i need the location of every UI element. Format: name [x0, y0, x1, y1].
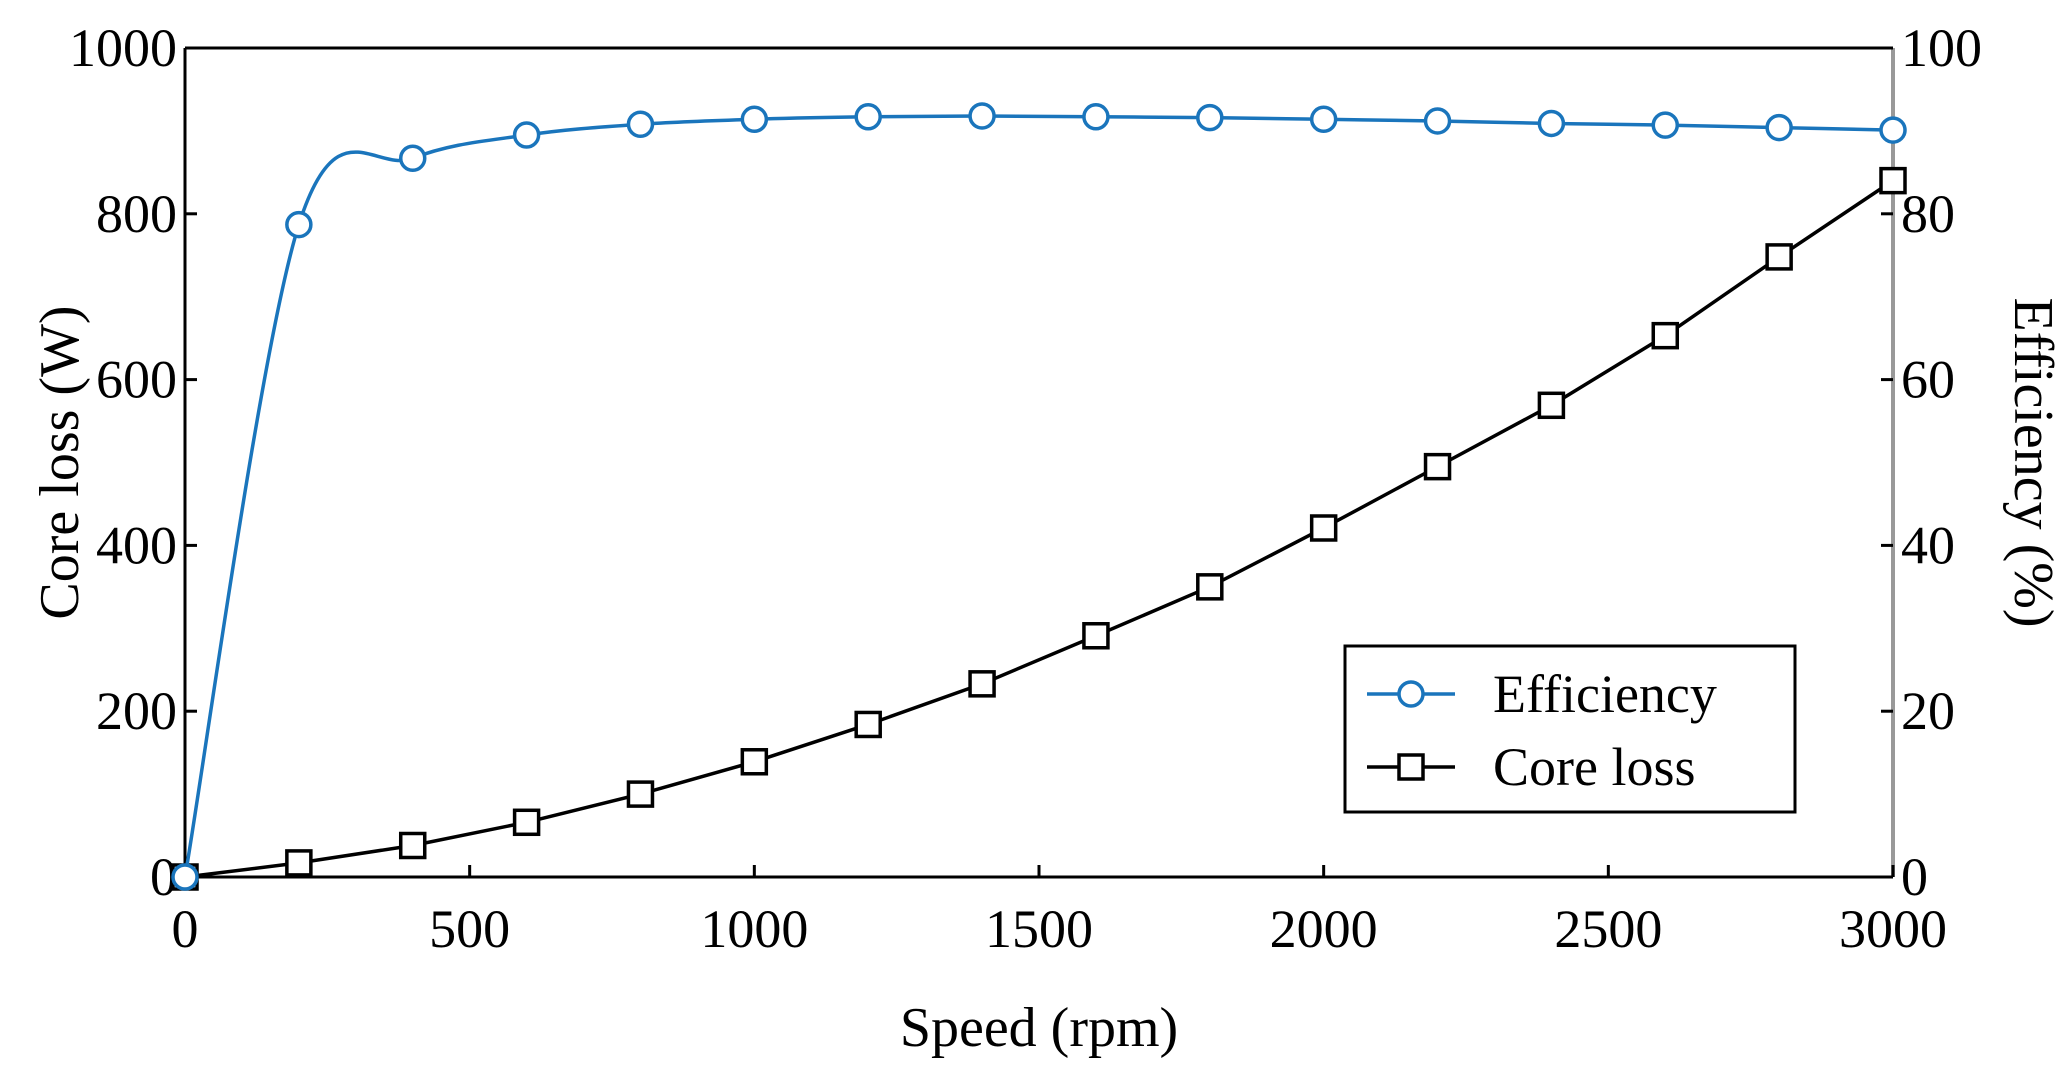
- efficiency-point: [740, 105, 769, 134]
- legend-marker-circle: [1397, 680, 1425, 708]
- efficiency-point: [1082, 103, 1110, 131]
- x-tick-label: 2500: [1554, 899, 1662, 959]
- efficiency-point: [1537, 109, 1566, 138]
- core-loss-point: [626, 780, 655, 808]
- y2-tick-label: 40: [1901, 515, 1955, 575]
- x-tick-label: 1000: [700, 899, 808, 959]
- efficiency-point: [968, 102, 996, 130]
- legend-item-core-loss: Core loss: [1367, 737, 1696, 797]
- y-tick-label: 1000: [69, 18, 177, 78]
- efficiency-point: [854, 103, 882, 131]
- axis-ticks: 0 500 1000 1500 2000 2500 30000200400600800100…: [69, 18, 1982, 959]
- legend-item-efficiency: Efficiency: [1367, 664, 1717, 724]
- y2-tick-label: 20: [1901, 681, 1955, 741]
- efficiency-point: [512, 121, 541, 149]
- y2-axis-title: Efficiency (%): [2002, 297, 2064, 627]
- efficiency-point: [171, 863, 199, 891]
- efficiency-point: [398, 144, 427, 173]
- core-loss-point: [1309, 514, 1338, 542]
- core-loss-line: [184, 179, 1894, 879]
- core-loss-point: [1765, 243, 1793, 271]
- core-loss-point: [512, 808, 541, 837]
- efficiency-point: [626, 110, 655, 139]
- legend: Efficiency Core loss: [1343, 644, 1797, 814]
- legend-label: Efficiency: [1493, 664, 1717, 724]
- legend-label: Core loss: [1493, 737, 1696, 797]
- efficiency-point: [1879, 116, 1907, 144]
- y-tick-label: 800: [96, 184, 177, 244]
- y-axis-title: Core loss (W): [29, 305, 91, 619]
- core-loss-point: [1537, 391, 1566, 420]
- core-loss-point: [854, 710, 882, 739]
- y-tick-label: 600: [96, 350, 177, 410]
- legend-box: [1343, 644, 1797, 814]
- efficiency-series: [171, 102, 1907, 891]
- x-tick-label: 0: [172, 899, 199, 959]
- axis-titles: Speed (rpm) Core loss (W) Efficiency (%): [29, 297, 2064, 1059]
- y2-tick-label: 60: [1901, 350, 1955, 410]
- efficiency-point: [1765, 113, 1793, 142]
- core-loss-series: [171, 166, 1907, 891]
- efficiency-point: [1309, 105, 1338, 134]
- y-tick-label: 400: [96, 515, 177, 575]
- series-layer: [171, 102, 1907, 891]
- x-tick-label: 3000: [1839, 899, 1947, 959]
- core-loss-point: [740, 748, 769, 776]
- x-tick-label: 1500: [985, 899, 1093, 959]
- core-loss-point: [1082, 622, 1110, 650]
- efficiency-point: [1651, 111, 1680, 139]
- core-loss-point: [285, 849, 313, 877]
- efficiency-line: [183, 114, 1894, 878]
- x-tick-label: 2000: [1270, 899, 1378, 959]
- core-loss-point: [1423, 452, 1452, 481]
- x-tick-label: 500: [429, 899, 510, 959]
- y2-tick-label: 0: [1901, 847, 1928, 907]
- efficiency-point: [1423, 107, 1452, 135]
- core-loss-point: [1196, 573, 1224, 601]
- x-axis-title: Speed (rpm): [900, 997, 1178, 1059]
- core-loss-point: [1879, 166, 1907, 195]
- efficiency-point: [1196, 103, 1224, 132]
- y2-tick-label: 80: [1901, 184, 1955, 244]
- core-loss-point: [968, 670, 996, 698]
- core-loss-point: [1651, 321, 1680, 350]
- legend-marker-square: [1397, 753, 1425, 781]
- y-tick-label: 200: [96, 681, 177, 741]
- y2-tick-label: 100: [1901, 18, 1982, 78]
- efficiency-point: [285, 210, 313, 239]
- core-loss-point: [398, 831, 427, 860]
